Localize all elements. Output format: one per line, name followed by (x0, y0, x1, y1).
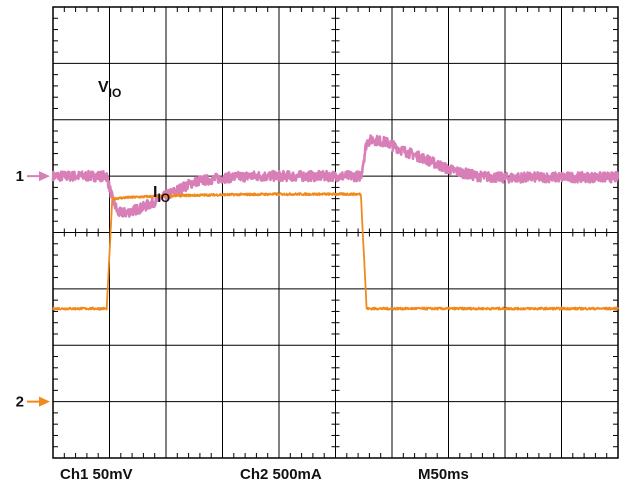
channel-1-marker: 1 (16, 168, 24, 185)
channel-1-arrow (39, 171, 50, 182)
labels-layer: 1 2 VIO IIO (16, 79, 170, 411)
channel-2-arrow (39, 396, 50, 407)
ch1-scale-label: Ch1 50mV (60, 466, 133, 483)
ch2-scale-label: Ch2 500mA (240, 466, 322, 483)
i-io-subscript: IO (157, 191, 170, 205)
i-io-main: I (153, 184, 157, 201)
graticule-grid (52, 6, 619, 459)
v-io-trace (51, 134, 619, 218)
i-io-trace-label: IIO (153, 184, 170, 205)
timebase-label: M50ms (418, 466, 469, 483)
i-io-trace (52, 192, 619, 311)
traces-layer (27, 134, 619, 407)
v-io-main: V (98, 79, 109, 96)
v-io-trace-label: VIO (98, 79, 121, 100)
channel-2-marker: 2 (16, 394, 24, 411)
v-io-subscript: IO (109, 86, 122, 100)
